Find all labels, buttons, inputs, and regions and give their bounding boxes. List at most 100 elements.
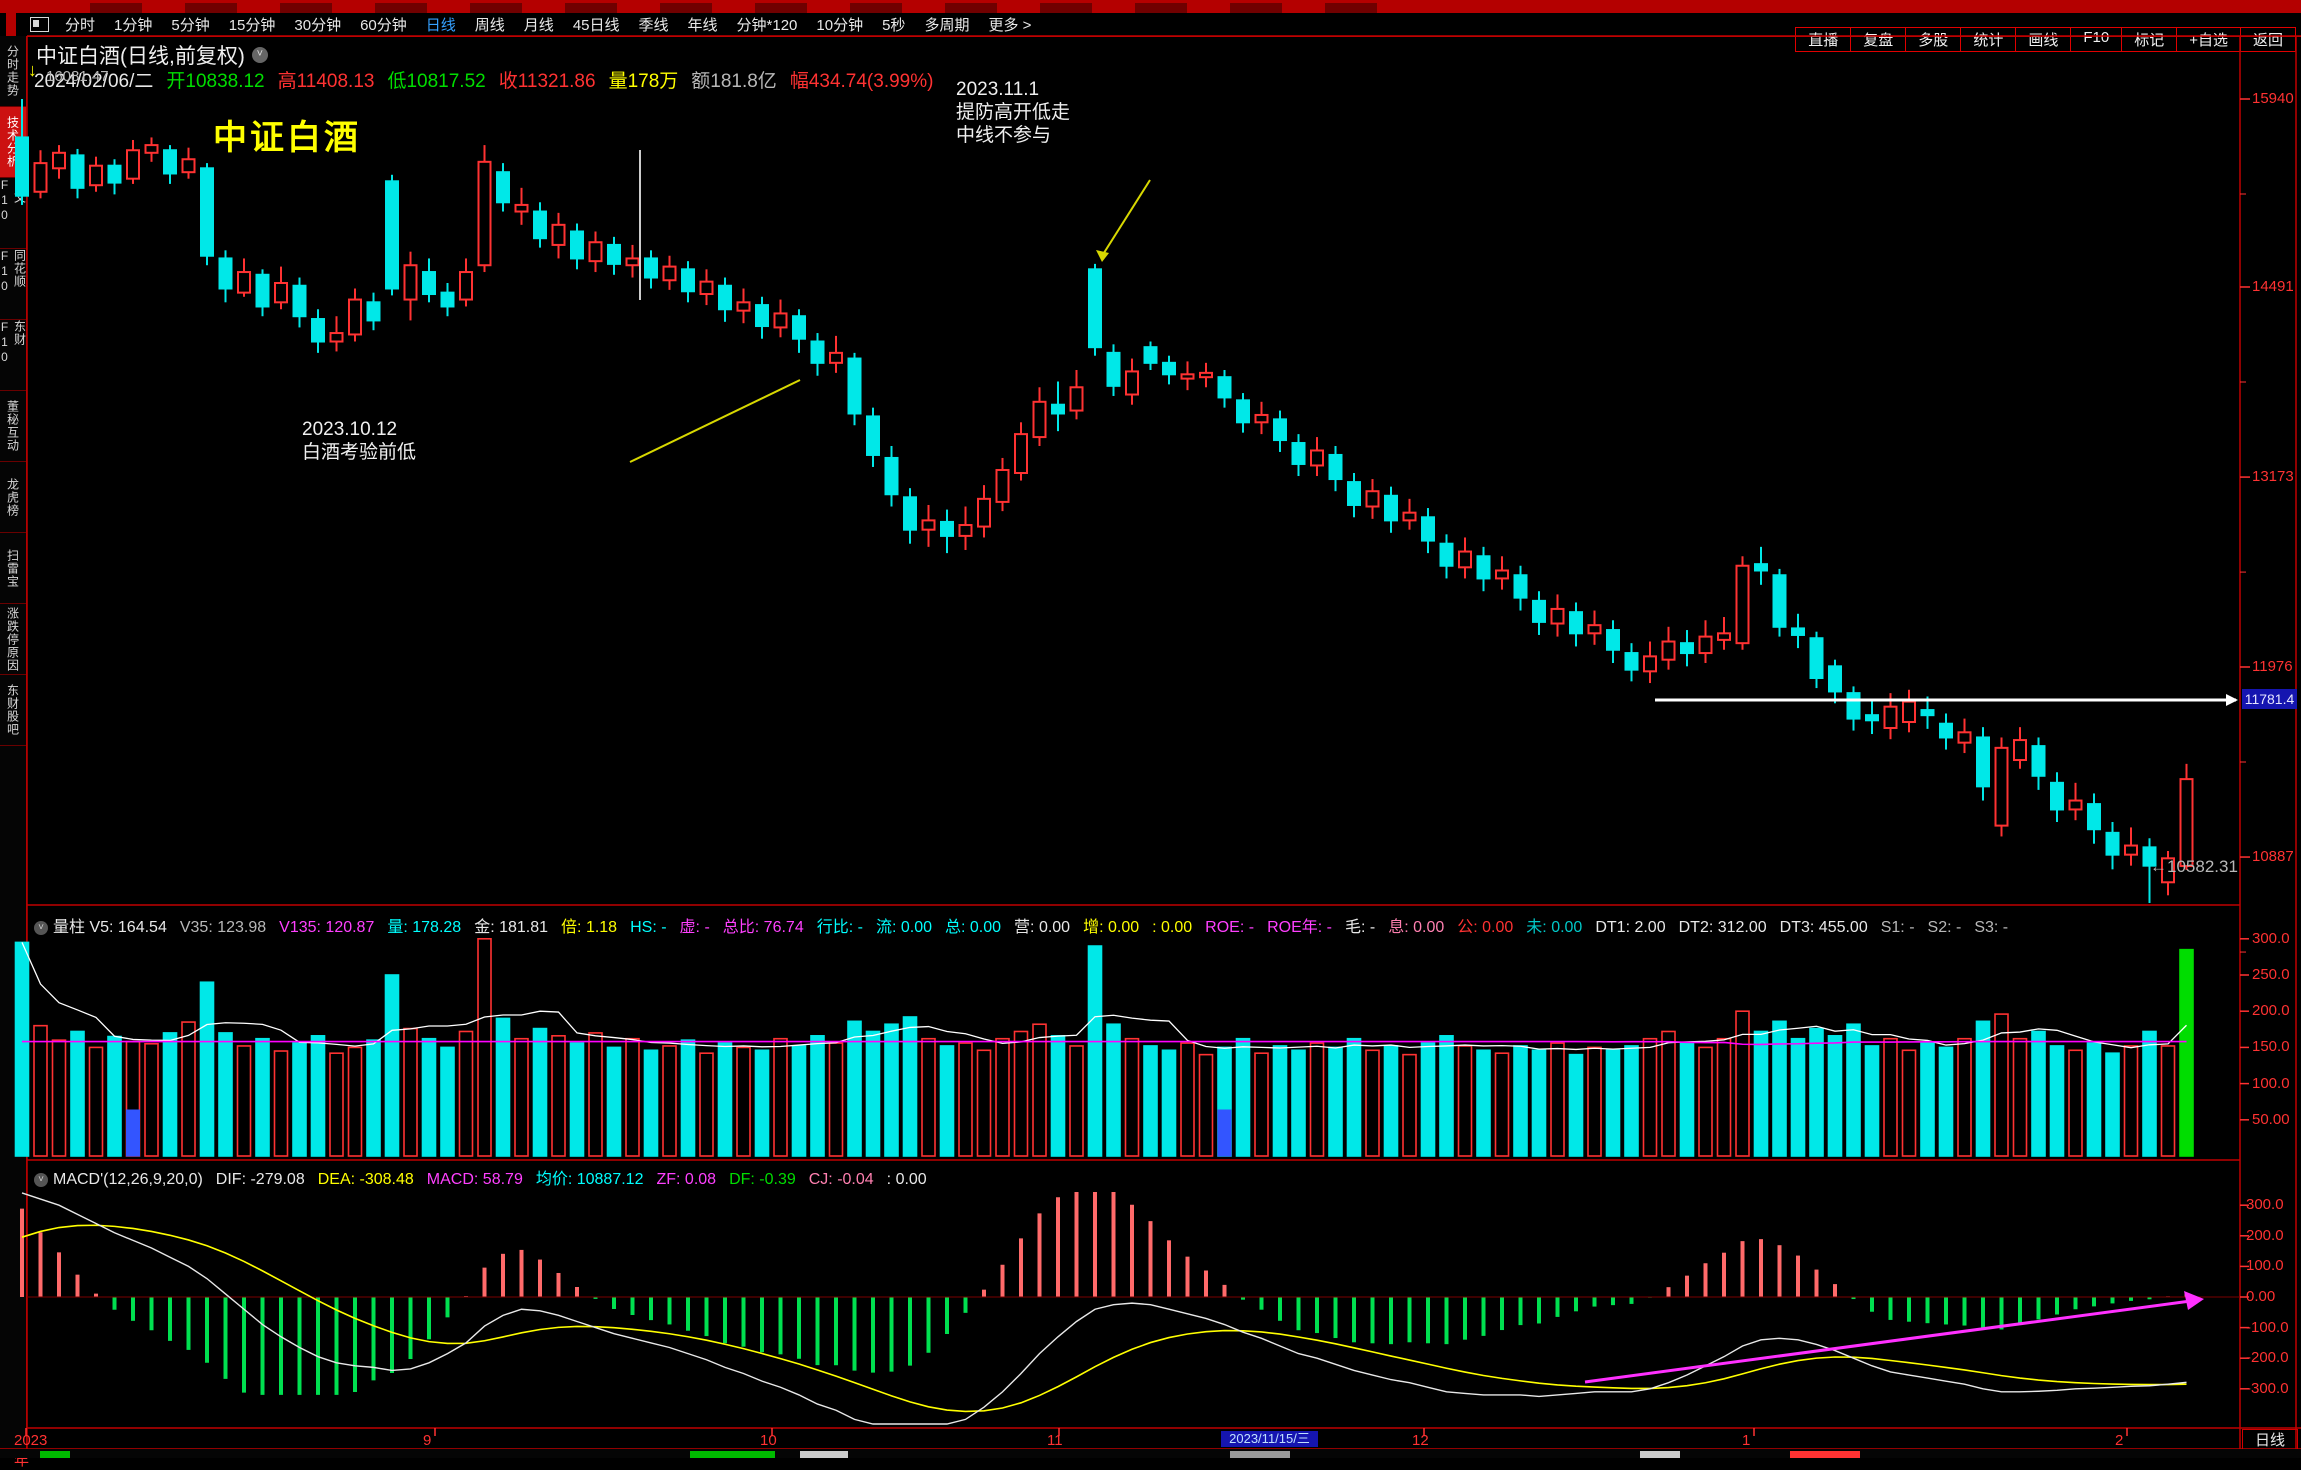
volume-bar <box>736 1046 751 1157</box>
window-layout-icon[interactable] <box>30 17 49 32</box>
volume-bar <box>1198 1053 1214 1157</box>
volume-bar <box>717 1042 733 1157</box>
period-tab-日线[interactable]: 日线 <box>425 17 456 34</box>
price-axis-label: 10887 <box>2252 848 2294 866</box>
candle-body <box>570 230 584 260</box>
candle-body <box>884 456 899 496</box>
chevron-down-icon[interactable]: ˅ <box>251 47 268 63</box>
candle-body <box>181 158 196 174</box>
volume-collapse-icon[interactable]: ˅ <box>34 920 48 935</box>
candle-body <box>977 497 991 528</box>
volume-bar <box>1772 1020 1787 1157</box>
period-tab-15分钟[interactable]: 15分钟 <box>228 17 276 34</box>
yellow-annotation-arrow <box>1101 179 1151 257</box>
sidebar-item-涨跌停原因[interactable]: 涨跌停原因 <box>0 604 26 675</box>
period-tab-年线[interactable]: 年线 <box>687 17 718 34</box>
candle-body <box>588 241 603 263</box>
volume-ma5-line <box>21 942 2187 1051</box>
candle-body <box>1976 736 1990 788</box>
volume-bar <box>939 1045 955 1157</box>
sidebar-item-董秘互动[interactable]: 董秘互动 <box>0 391 26 462</box>
period-tab-5秒[interactable]: 5秒 <box>882 17 906 34</box>
sidebar-item-扫雷宝[interactable]: 扫雷宝 <box>0 533 26 604</box>
magenta-trend-arrow <box>1584 1298 2199 1384</box>
high-arrow-icon: ↓ <box>28 60 37 80</box>
white-ray-arrowhead <box>2226 694 2238 706</box>
yellow-support-trendline <box>629 379 801 463</box>
macd-axis-label: -300.0 <box>2246 1379 2289 1397</box>
volume-bar <box>1272 1045 1288 1157</box>
volume-bar <box>1624 1045 1639 1157</box>
period-tab-周线[interactable]: 周线 <box>474 17 505 34</box>
candle-body <box>958 524 973 537</box>
period-tab-5分钟[interactable]: 5分钟 <box>171 17 210 34</box>
candle-body <box>681 268 695 293</box>
volume-bar <box>1476 1049 1491 1157</box>
period-tab-季线[interactable]: 季线 <box>638 17 669 34</box>
candle-body <box>829 351 843 364</box>
volume-axis-label: 300.0 <box>2252 929 2290 947</box>
indicator-value: 金: 181.81 <box>474 919 549 936</box>
volume-bar <box>1716 1037 1732 1157</box>
candle-body <box>1495 569 1509 580</box>
candle-body <box>1014 433 1028 475</box>
sidebar-item-东财股吧[interactable]: 东财股吧 <box>0 675 26 746</box>
volume-axis-label: 250.0 <box>2252 966 2290 983</box>
sidebar-item-分时走势[interactable]: 分时走势 <box>0 36 26 107</box>
indicator-value: 未: 0.00 <box>1526 919 1583 936</box>
period-tab-45日线[interactable]: 45日线 <box>572 17 620 34</box>
volume-bar <box>921 1037 936 1157</box>
volume-bar <box>773 1037 788 1157</box>
period-tab-更多 >[interactable]: 更多 > <box>988 17 1032 34</box>
candle-body <box>773 312 788 329</box>
volume-bar <box>236 1045 252 1157</box>
candle-body <box>644 257 658 279</box>
candle-body <box>1680 642 1694 655</box>
volume-bar <box>514 1037 529 1157</box>
period-tab-月线[interactable]: 月线 <box>523 17 554 34</box>
period-tab-分钟*120[interactable]: 分钟*120 <box>736 17 798 34</box>
candle-body <box>514 203 529 213</box>
sidebar-item-同花顺F10[interactable]: 同花顺F10 <box>0 249 27 320</box>
period-tab-多周期[interactable]: 多周期 <box>924 17 970 34</box>
volume-bar <box>1846 1023 1861 1157</box>
info-segment: 2024/02/06/二 <box>34 71 154 92</box>
sidebar-item-龙虎榜[interactable]: 龙虎榜 <box>0 462 26 533</box>
period-tab-30分钟[interactable]: 30分钟 <box>294 17 342 34</box>
volume-bar <box>1383 1045 1399 1157</box>
volume-bar <box>1050 1035 1066 1157</box>
candle-body <box>1347 481 1361 506</box>
candle-body <box>1421 516 1435 542</box>
candle-body <box>1365 490 1380 508</box>
candle-body <box>1273 418 1287 442</box>
menu-text-stub <box>280 3 332 13</box>
indicator-value: DIF: -279.08 <box>215 1171 305 1188</box>
indicator-value: V135: 120.87 <box>279 919 375 936</box>
candle-body <box>1291 442 1306 465</box>
indicator-value: V35: 123.98 <box>179 919 267 936</box>
indicator-value: : 0.00 <box>1152 919 1193 936</box>
sidebar-item-东财F10[interactable]: 东财F10 <box>0 320 27 391</box>
period-items: 分时 1分钟 5分钟 15分钟 30分钟 60分钟 日线 周线 月线 45日线 季线 年线 分钟*120… <box>65 14 1050 35</box>
volume-indicator-header: ˅ 量柱 V5: 164.54 V35: 123.98 V135: 120.87 量: … <box>34 913 2021 937</box>
period-tab-1分钟[interactable]: 1分钟 <box>114 17 153 34</box>
indicator-value: 行比: - <box>816 919 863 936</box>
indicator-value: 虚: - <box>679 919 710 936</box>
indicator-value: S3: - <box>1974 919 2009 936</box>
volume-bar <box>2086 1042 2102 1157</box>
volume-bar <box>1254 1052 1269 1157</box>
candle-body <box>1957 731 1972 744</box>
period-tab-10分钟[interactable]: 10分钟 <box>816 17 864 34</box>
volume-bar <box>440 1046 455 1157</box>
period-tab-分时[interactable]: 分时 <box>65 17 96 34</box>
period-tab-60分钟[interactable]: 60分钟 <box>360 17 407 34</box>
indicator-value: 均价: 10887.12 <box>535 1171 644 1188</box>
candle-body <box>2031 745 2046 777</box>
volume-bar <box>1309 1042 1325 1157</box>
candle-body <box>1643 655 1657 673</box>
indicator-value: 毛: - <box>1344 919 1376 936</box>
volume-bar <box>1994 1013 2009 1157</box>
macd-collapse-icon[interactable]: ˅ <box>34 1172 48 1187</box>
